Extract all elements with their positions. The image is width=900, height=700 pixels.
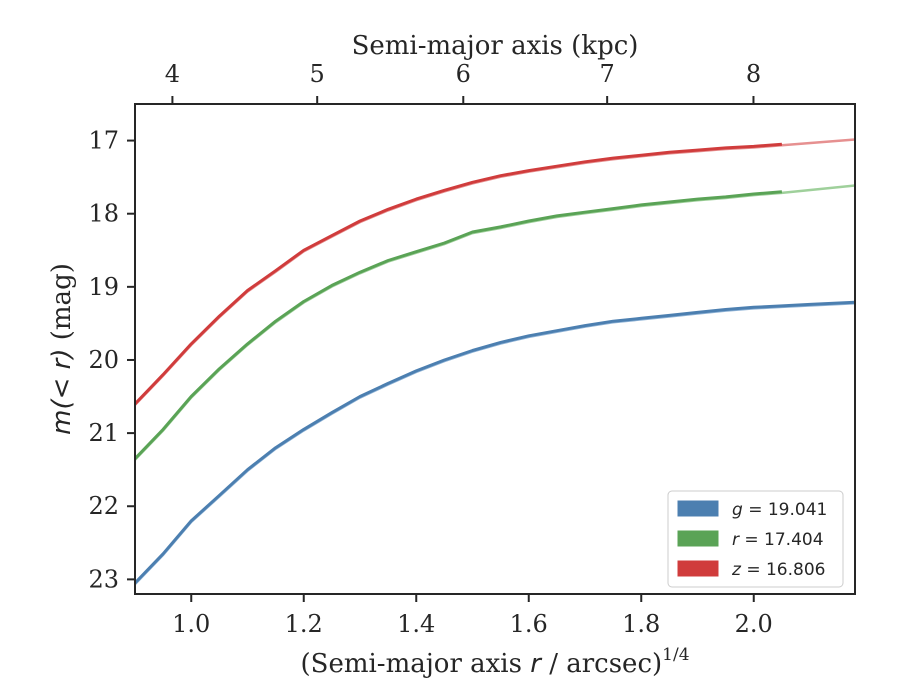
- y-tick-label: 19: [88, 273, 119, 301]
- series-z-line: [133, 142, 783, 405]
- legend-label-g: g = 19.041: [732, 500, 827, 520]
- top-tick-label: 4: [165, 60, 180, 88]
- y-tick-label: 22: [88, 492, 119, 520]
- top-tick-label: 8: [746, 60, 761, 88]
- top-axis-title: Semi-major axis (kpc): [352, 31, 639, 61]
- x-axis-title-part1: (Semi-major axis: [300, 649, 530, 679]
- x-axis-title-part2: / arcsec): [541, 649, 662, 679]
- x-tick-label: 1.2: [285, 610, 323, 638]
- top-tick-label: 5: [310, 60, 325, 88]
- legend-label-z: z = 16.806: [731, 560, 825, 580]
- legend-swatch-g: [677, 500, 719, 517]
- bottom-axis: 1.0 1.2 1.4 1.6 1.8 2.0: [172, 594, 773, 638]
- x-axis-title-var: r: [530, 649, 543, 679]
- series-r-line: [133, 190, 783, 460]
- x-tick-label: 2.0: [735, 610, 773, 638]
- series-layer: [133, 138, 856, 585]
- x-axis-title-sup: 1/4: [662, 645, 689, 665]
- x-tick-label: 1.8: [622, 610, 660, 638]
- x-tick-label: 1.4: [397, 610, 435, 638]
- plot-frame: [134, 103, 856, 595]
- y-axis-title: m(< r) (mag): [47, 263, 77, 435]
- legend-swatch-z: [677, 560, 719, 577]
- x-tick-label: 1.6: [510, 610, 548, 638]
- top-tick-label: 6: [456, 60, 471, 88]
- y-tick-label: 20: [88, 346, 119, 374]
- top-axis: 4 5 6 7 8: [165, 60, 761, 104]
- y-tick-label: 18: [88, 200, 119, 228]
- x-tick-label: 1.0: [172, 610, 210, 638]
- left-axis: 17 18 19 20 21 22 23: [88, 127, 135, 593]
- legend: g = 19.041 r = 17.404 z = 16.806: [667, 490, 844, 588]
- series-g-line: [133, 300, 856, 585]
- y-tick-label: 17: [88, 127, 119, 155]
- top-tick-label: 7: [600, 60, 615, 88]
- y-axis-title-var: m(< r): [47, 349, 77, 435]
- y-tick-label: 21: [88, 419, 119, 447]
- legend-label-r: r = 17.404: [732, 530, 824, 550]
- series-z-fit-line: [134, 138, 856, 406]
- y-axis-title-unit: (mag): [47, 263, 77, 348]
- y-tick-label: 23: [88, 565, 119, 593]
- x-axis-title: (Semi-major axis r / arcsec)1/4: [300, 645, 689, 679]
- legend-swatch-r: [677, 530, 719, 547]
